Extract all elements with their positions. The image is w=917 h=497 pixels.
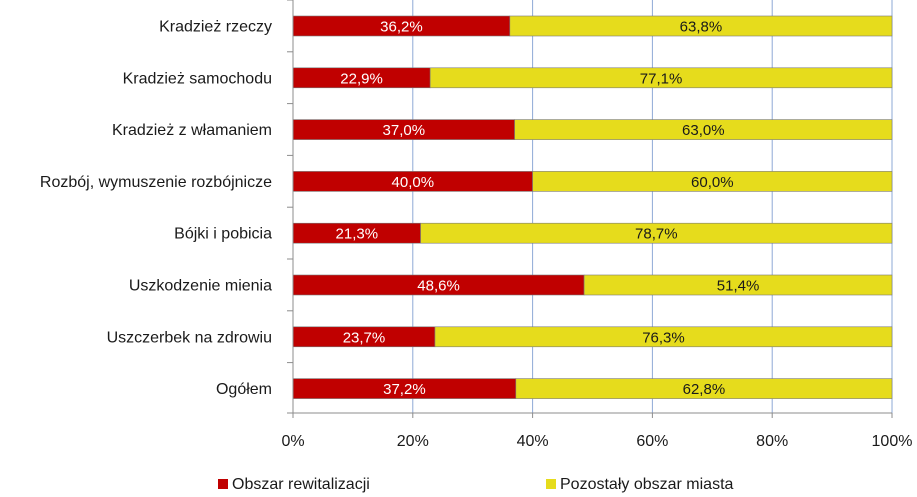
data-label: 36,2% [380, 19, 423, 36]
data-label: 23,7% [343, 329, 386, 346]
x-tick-label: 20% [397, 433, 429, 450]
bar-pozostaly-3 [532, 171, 893, 192]
axes [287, 0, 893, 418]
data-label: 40,0% [392, 174, 435, 191]
data-label: 22,9% [340, 70, 383, 87]
category-label: Kradzież rzeczy [159, 19, 272, 36]
legend-swatch-rewitalizacja [218, 479, 228, 489]
legend-label: Pozostały obszar miasta [560, 476, 734, 493]
category-label: Ogółem [216, 381, 272, 398]
category-label: Kradzież z włamaniem [112, 122, 272, 139]
bar-pozostaly-2 [514, 119, 893, 140]
x-tick-label: 0% [281, 433, 304, 450]
x-tick-label: 100% [872, 433, 913, 450]
bar-pozostaly-5 [583, 274, 893, 296]
category-label: Rozbój, wymuszenie rozbójnicze [40, 174, 272, 191]
bar-pozostaly-6 [434, 326, 893, 348]
bar-pozostaly-1 [429, 67, 893, 89]
bar-pozostaly-0 [509, 15, 893, 37]
legend-swatch-pozostaly [546, 479, 556, 489]
x-tick-label: 60% [636, 433, 668, 450]
bars: 36,2% 63,8% 22,9% 77,1% 37,0% 63,0% 40,0% 60,0%… [292, 15, 893, 399]
gridlines [412, 0, 893, 413]
data-label: 78,7% [635, 226, 678, 243]
legend: Obszar rewitalizacji Pozostały obszar mia… [218, 476, 734, 493]
data-label: 21,3% [336, 226, 379, 243]
data-label: 62,8% [683, 381, 726, 398]
data-label: 37,2% [383, 381, 426, 398]
data-label: 76,3% [642, 329, 685, 346]
data-label: 63,8% [680, 19, 723, 36]
category-labels: Kradzież rzeczy Kradzież samochodu Kradzie… [40, 19, 272, 399]
category-label: Uszkodzenie mienia [129, 278, 272, 295]
x-tick-labels: 0% 20% 40% 60% 80% 100% [281, 433, 912, 450]
data-label: 60,0% [691, 174, 734, 191]
data-label: 77,1% [640, 70, 683, 87]
x-tick-label: 40% [517, 433, 549, 450]
category-label: Uszczerbek na zdrowiu [107, 329, 272, 346]
category-label: Bójki i pobicia [174, 226, 272, 243]
bar-pozostaly-7 [515, 378, 893, 399]
bar-pozostaly-4 [420, 222, 893, 244]
category-label: Kradzież samochodu [123, 70, 272, 87]
data-label: 63,0% [682, 122, 725, 139]
data-label: 48,6% [417, 278, 460, 295]
legend-label: Obszar rewitalizacji [232, 476, 370, 493]
x-tick-label: 80% [756, 433, 788, 450]
data-label: 51,4% [717, 278, 760, 295]
data-label: 37,0% [383, 122, 426, 139]
